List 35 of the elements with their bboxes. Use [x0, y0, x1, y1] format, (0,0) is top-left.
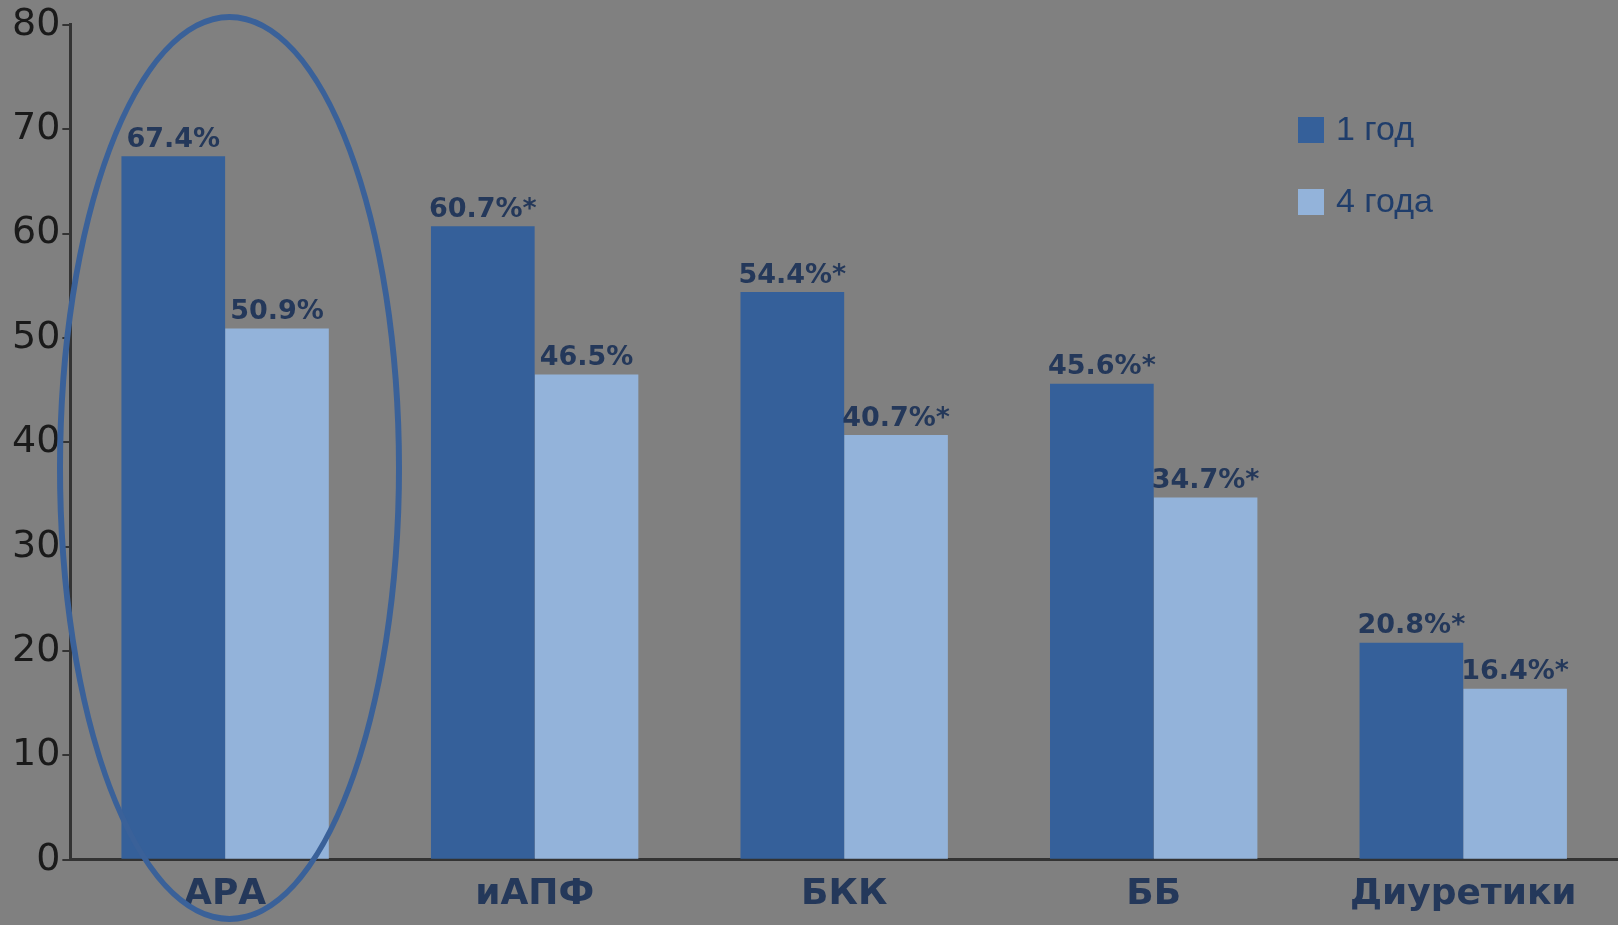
y-tick-label: 0 — [36, 834, 61, 879]
data-label: 50.9% — [230, 294, 324, 326]
y-tick-label: 50 — [11, 312, 61, 357]
bar — [1153, 497, 1258, 859]
bar — [121, 156, 226, 859]
y-tick-label: 30 — [11, 521, 61, 566]
y-tick-label: 10 — [11, 730, 61, 775]
bar — [1463, 688, 1567, 859]
x-tick-label: БКК — [801, 870, 888, 912]
data-label: 20.8%* — [1357, 608, 1466, 640]
legend-label: 4 года — [1336, 181, 1433, 219]
x-tick-label: ББ — [1126, 870, 1182, 912]
y-tick-label: 70 — [11, 104, 61, 149]
y-tick-label: 20 — [11, 625, 61, 670]
bar — [430, 226, 535, 859]
data-label: 16.4%* — [1461, 654, 1569, 686]
data-label: 60.7%* — [428, 191, 537, 223]
bar — [1359, 642, 1464, 859]
bar — [1050, 383, 1154, 859]
y-tick-label: 60 — [11, 208, 61, 253]
bar — [844, 434, 948, 859]
x-tick-label: Диуретики — [1349, 870, 1577, 912]
bar — [534, 374, 639, 859]
x-tick-label: АРА — [184, 870, 267, 912]
x-tick-label: иАПФ — [475, 870, 595, 912]
data-label: 67.4% — [126, 121, 221, 153]
y-tick-label: 40 — [11, 417, 61, 462]
y-tick-label: 80 — [11, 0, 61, 44]
data-label: 34.7%* — [1151, 463, 1260, 495]
data-label: 54.4%* — [738, 257, 847, 289]
data-label: 45.6%* — [1047, 349, 1156, 381]
legend-label: 1 год — [1336, 109, 1415, 147]
data-label: 46.5% — [539, 339, 634, 371]
bar — [740, 292, 845, 859]
bar — [225, 328, 329, 859]
